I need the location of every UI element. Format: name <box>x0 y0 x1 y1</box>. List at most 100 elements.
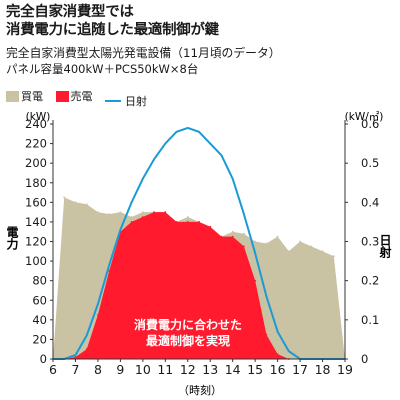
purchase-point <box>287 250 290 253</box>
sale-point <box>130 221 133 223</box>
y-right-tick-label: 0.4 <box>361 195 379 209</box>
y-left-tick-label: 20 <box>32 332 47 346</box>
y-left-axis-label: 電力 <box>5 226 19 251</box>
legend-label-irradiance: 日射 <box>125 94 147 108</box>
purchase-point <box>63 196 66 199</box>
x-tick-label: 10 <box>135 362 151 377</box>
irradiance-point <box>209 142 211 145</box>
y-left-tick-label: 0 <box>40 352 47 366</box>
x-tick-label: 16 <box>270 362 286 377</box>
purchase-point <box>130 216 133 218</box>
irradiance-point <box>243 213 245 215</box>
sale-point <box>74 356 77 358</box>
y-left-tick-label: 160 <box>25 195 47 209</box>
y-right-axis-label: 日射 <box>378 234 392 259</box>
irradiance-point <box>265 295 268 298</box>
x-tick-label: 9 <box>116 362 124 377</box>
y-right-tick-label: 0.3 <box>361 235 379 249</box>
axes-layer: 0 20 40 60 80 100 120 140 160 180 200 220 240 0 0.1 0.2… <box>25 117 379 377</box>
purchase-point <box>141 211 144 214</box>
irradiance-point <box>85 334 88 337</box>
x-tick-label: 19 <box>337 362 353 377</box>
irradiance-point <box>97 303 99 306</box>
irradiance-point <box>108 264 110 266</box>
purchase-point <box>97 211 99 214</box>
purchase-point <box>186 216 189 218</box>
legend-item-sale: 売電 <box>55 88 93 104</box>
purchase-point <box>299 240 301 243</box>
irradiance-point <box>231 178 234 180</box>
y-left-tick-label: 120 <box>25 235 47 249</box>
legend-label-purchase: 買電 <box>21 90 43 103</box>
y-left-tick-label: 140 <box>25 215 47 229</box>
y-left-tick-label: 100 <box>25 254 47 268</box>
legend-item-irradiance: 日射 <box>105 93 147 109</box>
sale-point <box>276 353 279 355</box>
legend-line-irradiance <box>105 99 121 102</box>
purchase-point <box>332 255 335 258</box>
y-right-unit-label: (kW/㎡) <box>345 111 384 123</box>
subtitle-line-1: 完全自家消費型太陽光発電設備（11月頃のデータ） <box>6 46 281 60</box>
y-right-tick-label: 0.2 <box>361 274 379 288</box>
x-tick-label: 8 <box>94 362 102 377</box>
x-tick-label: 15 <box>247 362 263 377</box>
sale-point <box>175 221 178 223</box>
legend-item-purchase: 買電 <box>6 88 43 104</box>
purchase-point <box>85 203 88 206</box>
sale-point <box>209 225 212 228</box>
irradiance-point <box>254 252 256 255</box>
sale-point <box>198 221 200 223</box>
irradiance-point <box>153 158 155 160</box>
annotation-line-2: 最適制御を実現 <box>146 333 230 348</box>
x-tick-label: 14 <box>225 362 241 377</box>
sale-point <box>153 211 156 214</box>
sale-area <box>53 212 345 359</box>
x-tick-label: 11 <box>157 362 173 377</box>
labels-layer: (kW) (kW/㎡) 電力 日射 （時刻） 消費電力に合わせた 最適制御を実現 <box>5 111 392 397</box>
irradiance-point <box>288 350 290 353</box>
purchase-point <box>243 232 245 235</box>
y-left-unit-label: (kW) <box>26 111 51 123</box>
y-right-tick-label: 0.6 <box>361 117 379 131</box>
irradiance-point <box>187 127 189 129</box>
irradiance-point <box>198 131 200 133</box>
y-right-tick-label: 0.5 <box>361 156 379 170</box>
y-left-tick-label: 60 <box>32 293 47 307</box>
sale-point <box>186 221 189 223</box>
y-left-tick-label: 240 <box>25 117 47 131</box>
chart-title: 完全自家消費型では 消費電力に追随した最適制御が鍵 <box>6 4 398 39</box>
sale-point <box>243 245 245 248</box>
purchase-point <box>265 242 268 245</box>
legend-label-sale: 売電 <box>70 90 93 103</box>
legend-swatch-purchase <box>6 90 19 102</box>
title-line-2: 消費電力に追随した最適制御が鍵 <box>6 21 219 38</box>
purchase-point <box>276 235 279 238</box>
y-right-tick-label: 0.1 <box>361 313 379 327</box>
x-tick-label: 13 <box>202 362 218 377</box>
irradiance-point <box>220 154 223 157</box>
sale-point <box>231 235 234 238</box>
purchase-point <box>231 230 234 233</box>
y-right-tick-label: 0 <box>361 352 368 366</box>
x-tick-label: 6 <box>49 362 57 377</box>
x-tick-label: 12 <box>180 362 196 377</box>
sale-point <box>97 314 99 316</box>
annotation-line-1: 消費電力に合わせた <box>134 317 242 332</box>
sale-point <box>164 211 167 214</box>
purchase-point <box>254 240 257 243</box>
irradiance-point <box>276 330 279 333</box>
purchase-point <box>108 213 111 216</box>
x-tick-label: 17 <box>292 362 308 377</box>
sale-point <box>265 333 268 336</box>
y-left-tick-label: 40 <box>32 313 47 327</box>
irradiance-point <box>142 178 144 180</box>
purchase-point <box>119 211 122 214</box>
irradiance-point <box>164 142 167 145</box>
irradiance-point <box>74 354 77 356</box>
purchase-point <box>310 245 313 248</box>
y-left-tick-label: 220 <box>25 137 47 151</box>
sale-point <box>108 270 111 272</box>
purchase-point <box>321 250 324 253</box>
irradiance-point <box>130 201 133 204</box>
